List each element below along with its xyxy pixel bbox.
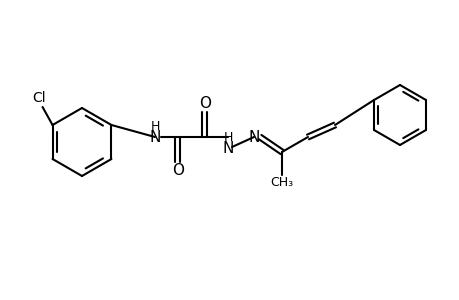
Text: O: O bbox=[199, 95, 211, 110]
Text: Cl: Cl bbox=[33, 91, 46, 105]
Text: CH₃: CH₃ bbox=[270, 176, 293, 188]
Text: N: N bbox=[149, 130, 160, 145]
Text: H: H bbox=[223, 130, 232, 143]
Text: N: N bbox=[248, 130, 259, 145]
Text: N: N bbox=[222, 140, 233, 155]
Text: H: H bbox=[150, 119, 159, 133]
Text: O: O bbox=[172, 163, 184, 178]
